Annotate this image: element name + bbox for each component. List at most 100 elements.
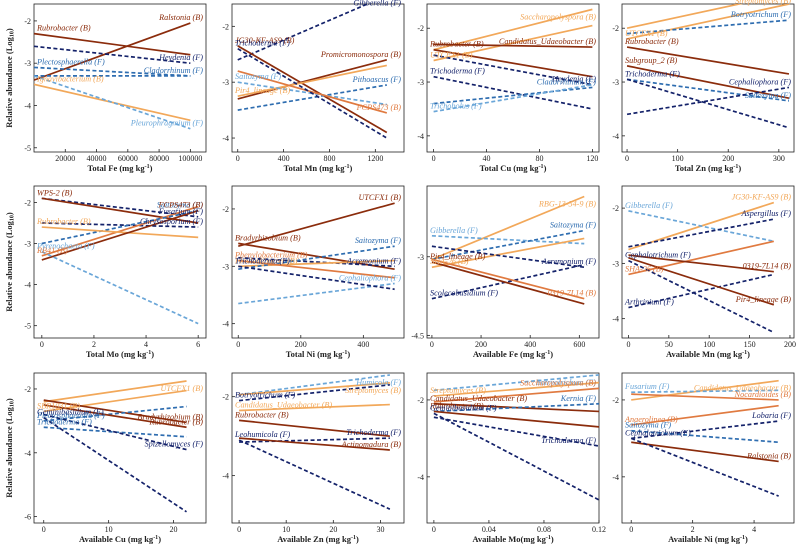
series-group (626, 4, 790, 129)
series-line (237, 84, 387, 111)
x-tick-label: 2 (92, 340, 96, 349)
x-tick-label: 400 (524, 340, 536, 349)
series-line (433, 402, 599, 413)
panel-6: 0 200 400 -4 -3 -2 Total Ni (mg kg-1) UTCFX1 (B… (222, 185, 405, 359)
x-tick-label: 200 (722, 154, 734, 163)
series-line (433, 75, 593, 110)
x-tick-label: 150 (744, 340, 756, 349)
series-line (41, 226, 199, 239)
x-tick-label: 2 (691, 525, 695, 534)
series-line (631, 441, 779, 463)
series-label: SBR1031 (B) (37, 401, 80, 410)
series-line (238, 265, 395, 291)
x-tick-label: 80 (535, 154, 543, 163)
series-line (34, 22, 191, 81)
series-label: Anaerolinea (B) (624, 415, 678, 424)
series-label: Pir4_lineage (B) (429, 252, 486, 261)
series-line (631, 389, 779, 394)
series-line (431, 261, 585, 305)
series-label: Candidatus_Udaeobacter (B) (235, 401, 332, 410)
x-tick-label: 100 (703, 340, 715, 349)
x-axis-title: Total Ni (mg kg-1) (286, 349, 351, 359)
x-tick-label: 20000 (55, 154, 75, 163)
series-line (41, 209, 199, 245)
series-group (630, 379, 779, 497)
series-line (41, 250, 199, 325)
y-tick-label: -3 (222, 262, 229, 271)
series-label: Bradyrhizobium (B) (235, 233, 301, 242)
series-line (628, 273, 775, 309)
panel-11: 0 0.04 0.08 0.12 -4 -2 Available Mo(mg kg-1) Bo… (417, 372, 606, 544)
series-group (237, 4, 388, 139)
series-line (628, 210, 774, 243)
y-tick-label: -4 (222, 320, 229, 329)
x-tick-label: 0.12 (592, 525, 606, 534)
series-line (41, 209, 199, 261)
x-tick-label: 20 (170, 525, 178, 534)
x-tick-label: 0 (42, 525, 46, 534)
y-tick-label: -4 (24, 449, 31, 458)
x-tick-label: 200 (475, 340, 487, 349)
y-tick-label: -2 (24, 385, 31, 394)
series-line (43, 413, 187, 451)
y-tick-label: -3 (417, 78, 424, 87)
y-tick-label: -2 (222, 22, 229, 31)
panel-3: 0 40 80 120 -4 -3 -2 Total Cu (mg kg-1) Saccharo… (417, 3, 600, 173)
y-tick-label: -3 (24, 240, 31, 249)
series-label: Pithoascus (F) (352, 75, 402, 84)
series-line (43, 404, 187, 429)
x-tick-label: 0 (430, 340, 434, 349)
panel-5: 0 2 4 6 -5 -4 -3 -2 Total Mo (mg kg-1) Fusarium (… (24, 185, 207, 359)
series-label: WPS-2 (B) (37, 188, 73, 197)
series-label: Rubrobacter (B) (234, 410, 289, 419)
series-label: Candidatus_Udaeobacter (B) (694, 384, 791, 393)
x-tick-label: 200 (784, 340, 796, 349)
series-label: Saccharopolyspora (B) (520, 12, 596, 21)
series-line (43, 416, 187, 513)
y-tick-label: -4 (612, 473, 619, 482)
series-line (626, 19, 790, 35)
series-label: Rubrobacter (B) (429, 40, 484, 49)
series-label: Chrysosporium (F) (140, 217, 203, 226)
series-line (431, 263, 585, 300)
y-tick-label: -4 (24, 281, 31, 290)
plot-frame (231, 372, 405, 524)
series-line (626, 46, 790, 75)
series-label: Kernia (F) (560, 394, 597, 403)
series-line (626, 78, 790, 102)
series-group (433, 374, 599, 501)
y-tick-label: -5 (24, 322, 31, 331)
series-line (43, 399, 187, 424)
series-line (433, 416, 599, 447)
series-label: Humicola (F) (355, 378, 401, 387)
series-label: Saitozyma (F) (157, 201, 203, 210)
y-tick-label: -2 (222, 205, 229, 214)
series-label: Botryotrichum (F) (235, 391, 296, 400)
x-tick-label: 1200 (367, 154, 383, 163)
x-tick-label: 10 (282, 525, 290, 534)
series-group (41, 197, 199, 325)
x-tick-label: 10 (105, 525, 113, 534)
series-label: UTCFX1 (B) (430, 51, 473, 60)
y-tick-label: -6 (24, 513, 31, 522)
series-label: Pleurophragmium (F) (130, 119, 204, 128)
series-line (238, 439, 391, 510)
plot-frame (231, 185, 405, 339)
y-tick-label: -4 (24, 101, 31, 110)
x-tick-label: 0 (626, 340, 630, 349)
series-label: Saitozyma (F) (235, 72, 281, 81)
y-tick-label: -2 (417, 396, 424, 405)
x-axis-title: Total Cu (mg kg-1) (480, 163, 547, 173)
x-tick-label: 0.04 (482, 525, 496, 534)
series-label: Rubrobacter (B) (36, 217, 91, 226)
panel-1: 20000 40000 60000 80000 100000 -5 -4 -3 -2 Total … (24, 3, 207, 173)
series-label: Subgroup_2 (B) (625, 56, 678, 65)
series-label: Acremonium (F) (541, 257, 596, 266)
y-tick-label: -4 (417, 473, 424, 482)
y-tick-label: -2 (612, 396, 619, 405)
x-tick-label: 6 (196, 340, 200, 349)
series-line (433, 54, 593, 86)
panel-2: 0 400 800 1200 -4 -3 -2 Total Mn (mg kg-1) Gibbe… (222, 0, 405, 173)
plot-frame (621, 3, 795, 153)
